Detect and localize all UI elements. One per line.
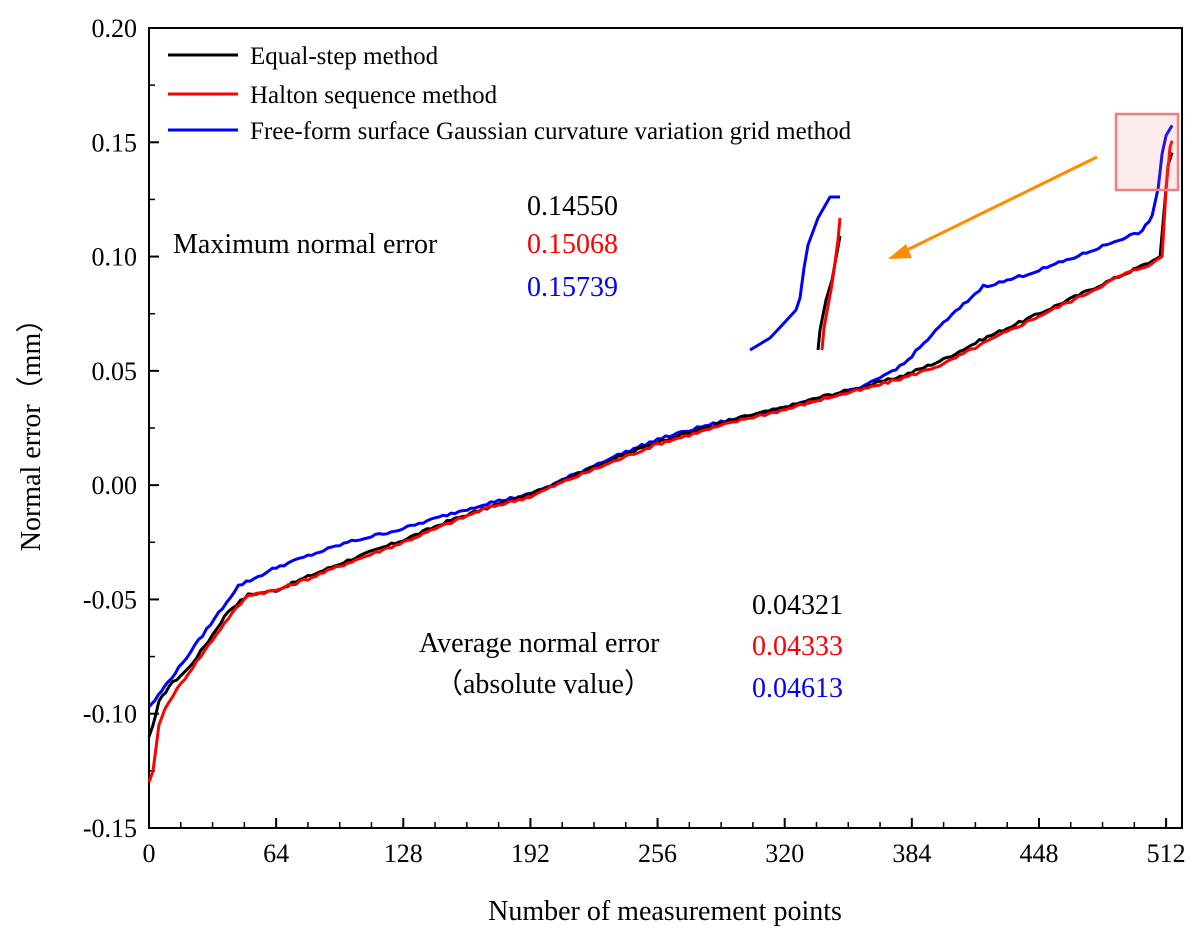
plot-frame (148, 27, 1183, 829)
y-axis-ticks: -0.15 -0.10 -0.05 0.00 0.05 0.10 0.15 0.20 (83, 14, 159, 843)
y-tick-label: 0.15 (92, 128, 138, 157)
inset-line-halton (820, 217, 842, 351)
avg-error-label: Average normal error (419, 628, 660, 659)
y-tick-label: 0.00 (92, 471, 138, 500)
y-tick-label: 0.20 (92, 14, 138, 43)
avg-error-value-halton: 0.04333 (752, 631, 843, 662)
series-layer (147, 124, 1174, 783)
highlight-box (1114, 112, 1180, 192)
series-halton (147, 140, 1174, 783)
y-tick-label: -0.10 (83, 700, 137, 729)
max-error-annotation: Maximum normal error 0.14550 0.15068 0.1… (173, 191, 618, 303)
x-tick-label: 192 (511, 839, 550, 868)
legend-label-halton: Halton sequence method (250, 82, 498, 109)
max-error-label: Maximum normal error (173, 229, 438, 260)
x-tick-label: 0 (143, 839, 156, 868)
max-error-value-gaussian: 0.15739 (527, 272, 618, 303)
x-tick-label: 128 (384, 839, 423, 868)
y-tick-label: 0.05 (92, 357, 138, 386)
y-tick-label: -0.05 (83, 585, 137, 614)
x-tick-label: 384 (892, 839, 931, 868)
avg-error-sublabel: （absolute value） (435, 668, 652, 700)
legend: Equal-step method Halton sequence method… (168, 43, 852, 145)
x-axis-title: Number of measurement points (488, 896, 842, 927)
inset-line-gaussian (749, 195, 840, 352)
y-axis-title: Normal error（mm） (15, 305, 47, 552)
x-tick-label: 320 (765, 839, 804, 868)
x-tick-label: 512 (1147, 839, 1186, 868)
x-tick-label: 448 (1019, 839, 1058, 868)
x-tick-label: 64 (263, 839, 289, 868)
max-error-value-equal-step: 0.14550 (527, 191, 618, 222)
zoom-inset (749, 195, 842, 352)
zoom-arrow (888, 155, 1098, 259)
avg-error-value-equal-step: 0.04321 (752, 590, 843, 621)
legend-label-gaussian: Free-form surface Gaussian curvature var… (250, 118, 852, 145)
avg-error-value-gaussian: 0.04613 (752, 673, 843, 704)
max-error-value-halton: 0.15068 (527, 229, 618, 260)
legend-label-equal-step: Equal-step method (250, 43, 439, 70)
series-equal-step (147, 152, 1174, 738)
x-tick-label: 256 (638, 839, 677, 868)
avg-error-annotation: Average normal error （absolute value） 0.… (419, 590, 843, 704)
series-gaussian (147, 124, 1174, 708)
y-tick-label: -0.15 (83, 814, 137, 843)
x-axis-ticks: 0 64 128 192 256 320 384 448 512 (143, 818, 1186, 868)
y-tick-label: 0.10 (92, 243, 138, 272)
